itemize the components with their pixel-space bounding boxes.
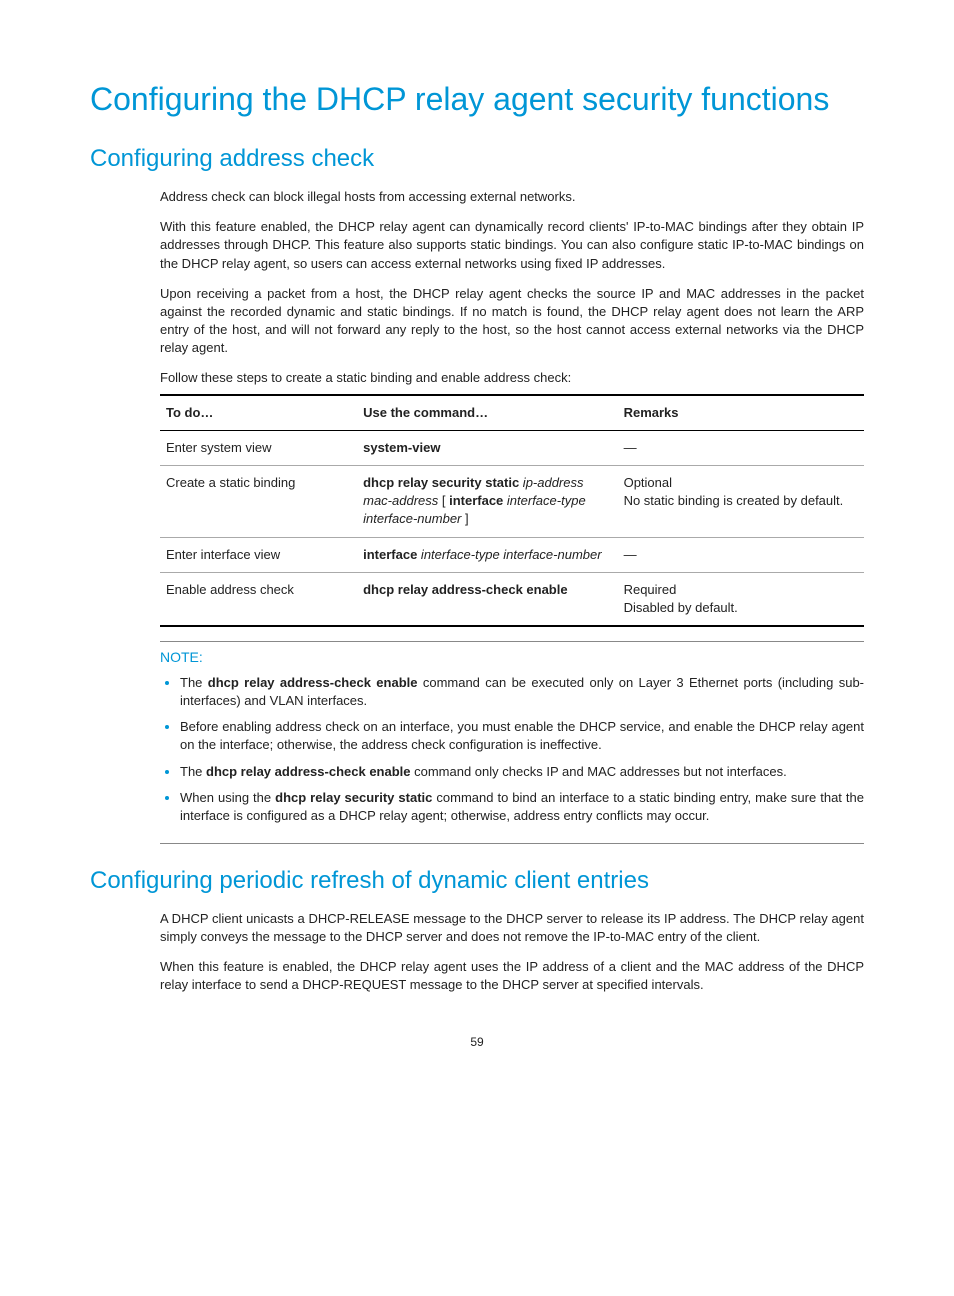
section-heading-periodic-refresh: Configuring periodic refresh of dynamic … <box>90 864 864 898</box>
cell-remarks: Optional No static binding is created by… <box>618 466 864 538</box>
steps-table: To do… Use the command… Remarks Enter sy… <box>160 394 864 628</box>
page-number: 59 <box>90 1034 864 1051</box>
paragraph: Upon receiving a packet from a host, the… <box>160 285 864 358</box>
page-title: Configuring the DHCP relay agent securit… <box>90 80 864 118</box>
cmd-bold: interface <box>363 547 417 562</box>
note-bold: dhcp relay address-check enable <box>206 764 410 779</box>
remark-line: Required <box>624 581 858 599</box>
table-header: Use the command… <box>357 395 617 431</box>
note-bold: dhcp relay security static <box>275 790 432 805</box>
note-bold: dhcp relay address-check enable <box>208 675 418 690</box>
cmd-bold: system-view <box>363 440 440 455</box>
remark-line: Optional <box>624 474 858 492</box>
note-text: The <box>180 764 206 779</box>
paragraph: A DHCP client unicasts a DHCP-RELEASE me… <box>160 910 864 946</box>
cmd-plain: [ <box>442 493 449 508</box>
remark-line: Disabled by default. <box>624 599 858 617</box>
paragraph: Address check can block illegal hosts fr… <box>160 188 864 206</box>
note-item: The dhcp relay address-check enable comm… <box>180 763 864 781</box>
cmd-bold: dhcp relay security static <box>363 475 519 490</box>
cell-remarks: Required Disabled by default. <box>618 572 864 626</box>
cell-command: dhcp relay address-check enable <box>357 572 617 626</box>
table-row: Enter interface view interface interface… <box>160 537 864 572</box>
table-leadin: Follow these steps to create a static bi… <box>160 369 864 387</box>
note-block: NOTE: The dhcp relay address-check enabl… <box>160 641 864 844</box>
table-row: Enable address check dhcp relay address-… <box>160 572 864 626</box>
note-item: When using the dhcp relay security stati… <box>180 789 864 825</box>
cell-todo: Enter system view <box>160 430 357 465</box>
note-item: Before enabling address check on an inte… <box>180 718 864 754</box>
table-header: Remarks <box>618 395 864 431</box>
cell-todo: Create a static binding <box>160 466 357 538</box>
paragraph: With this feature enabled, the DHCP rela… <box>160 218 864 273</box>
cell-remarks: — <box>618 430 864 465</box>
cell-remarks: — <box>618 537 864 572</box>
table-row: Enter system view system-view — <box>160 430 864 465</box>
note-text: The <box>180 675 208 690</box>
cmd-bold: interface <box>449 493 503 508</box>
table-header: To do… <box>160 395 357 431</box>
cmd-bold: dhcp relay address-check enable <box>363 582 567 597</box>
cell-command: interface interface-type interface-numbe… <box>357 537 617 572</box>
cell-todo: Enable address check <box>160 572 357 626</box>
section-heading-address-check: Configuring address check <box>90 142 864 176</box>
cmd-plain: ] <box>465 511 469 526</box>
note-text: command only checks IP and MAC addresses… <box>411 764 787 779</box>
cell-command: dhcp relay security static ip-address ma… <box>357 466 617 538</box>
table-header-row: To do… Use the command… Remarks <box>160 395 864 431</box>
paragraph: When this feature is enabled, the DHCP r… <box>160 958 864 994</box>
table-row: Create a static binding dhcp relay secur… <box>160 466 864 538</box>
cmd-italic: interface-type interface-number <box>417 547 601 562</box>
remark-line: No static binding is created by default. <box>624 492 858 510</box>
cell-command: system-view <box>357 430 617 465</box>
cell-todo: Enter interface view <box>160 537 357 572</box>
note-list: The dhcp relay address-check enable comm… <box>160 674 864 825</box>
note-label: NOTE: <box>160 648 864 668</box>
note-item: The dhcp relay address-check enable comm… <box>180 674 864 710</box>
note-text: When using the <box>180 790 275 805</box>
